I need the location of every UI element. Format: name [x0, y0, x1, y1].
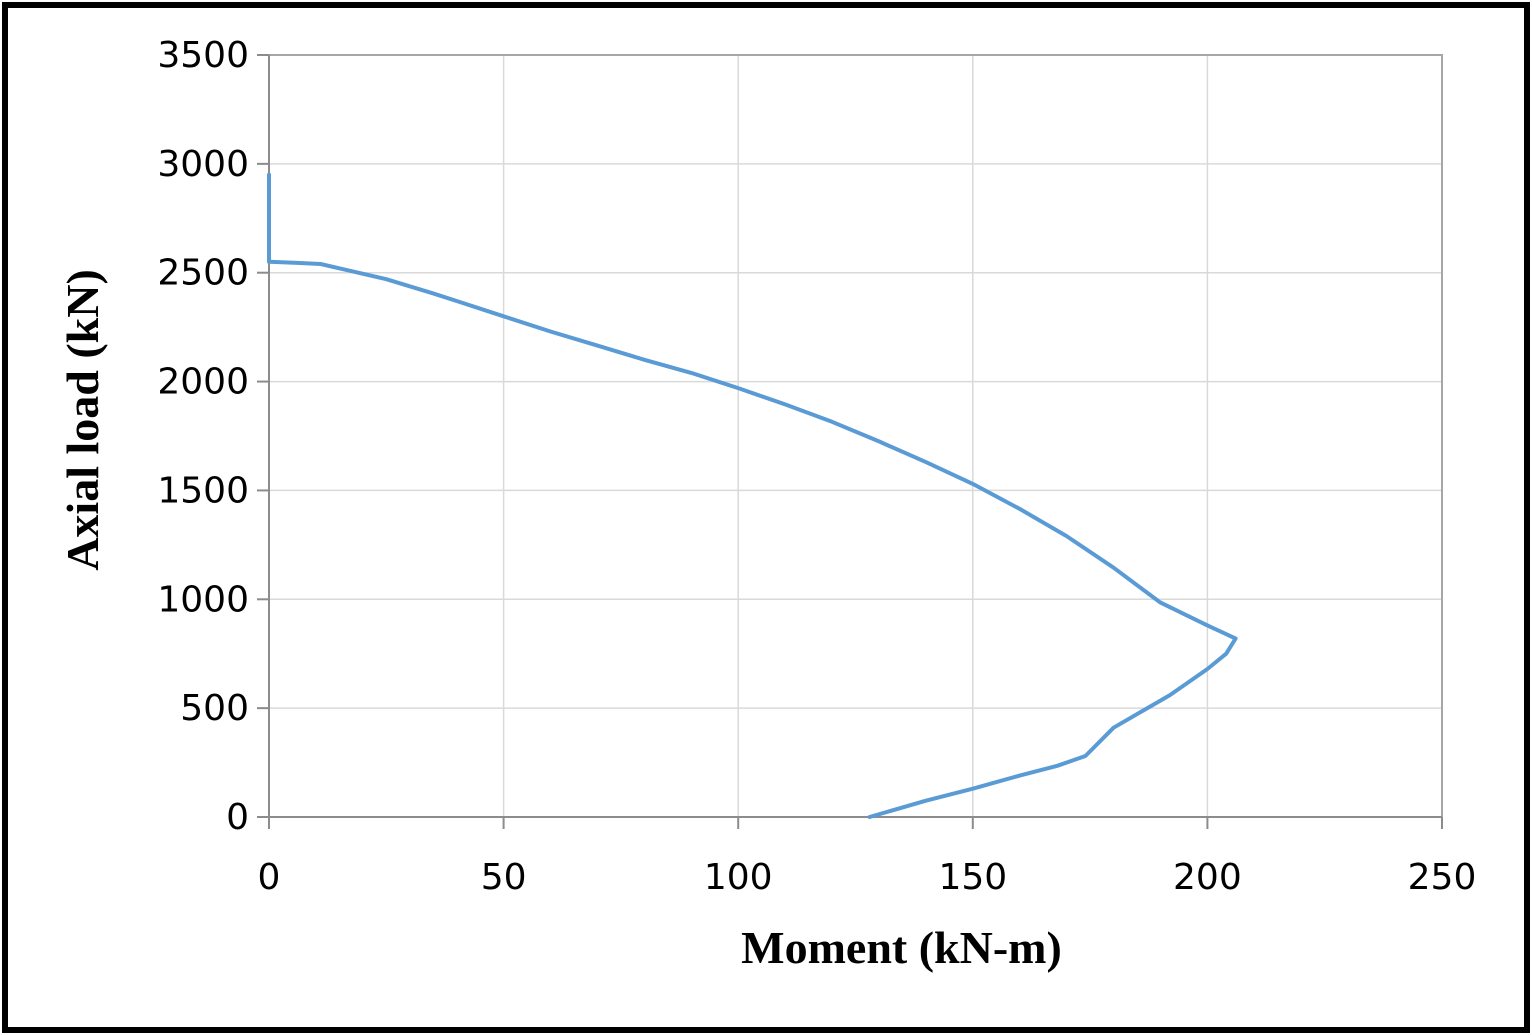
- y-tick-label: 2500: [157, 253, 249, 294]
- x-axis-title: Moment (kN-m): [741, 922, 1062, 973]
- x-axis-ticks: 0 50 100 150 200 250: [258, 817, 1477, 898]
- y-tick-label: 0: [226, 797, 249, 838]
- series-layer: [267, 172, 1238, 819]
- y-tick-label: 1500: [157, 470, 249, 511]
- y-axis-ticks: 0 500 1000 1500 2000 2500 3000 3500: [157, 35, 269, 838]
- y-tick-label: 2000: [157, 362, 249, 403]
- grid: [268, 54, 1443, 818]
- y-tick-label: 500: [180, 688, 249, 729]
- x-tick-label: 50: [481, 857, 527, 898]
- y-tick-label: 3000: [157, 144, 249, 185]
- interaction-curve-line: [267, 172, 1238, 819]
- plot-area-border: [268, 54, 1443, 818]
- x-tick-label: 150: [938, 857, 1007, 898]
- y-tick-label: 1000: [157, 579, 249, 620]
- x-tick-label: 200: [1173, 857, 1242, 898]
- y-tick-label: 3500: [157, 35, 249, 76]
- x-tick-label: 250: [1408, 857, 1477, 898]
- x-tick-label: 100: [704, 857, 773, 898]
- y-axis-title: Axial load (kN): [57, 269, 108, 571]
- x-tick-label: 0: [258, 857, 281, 898]
